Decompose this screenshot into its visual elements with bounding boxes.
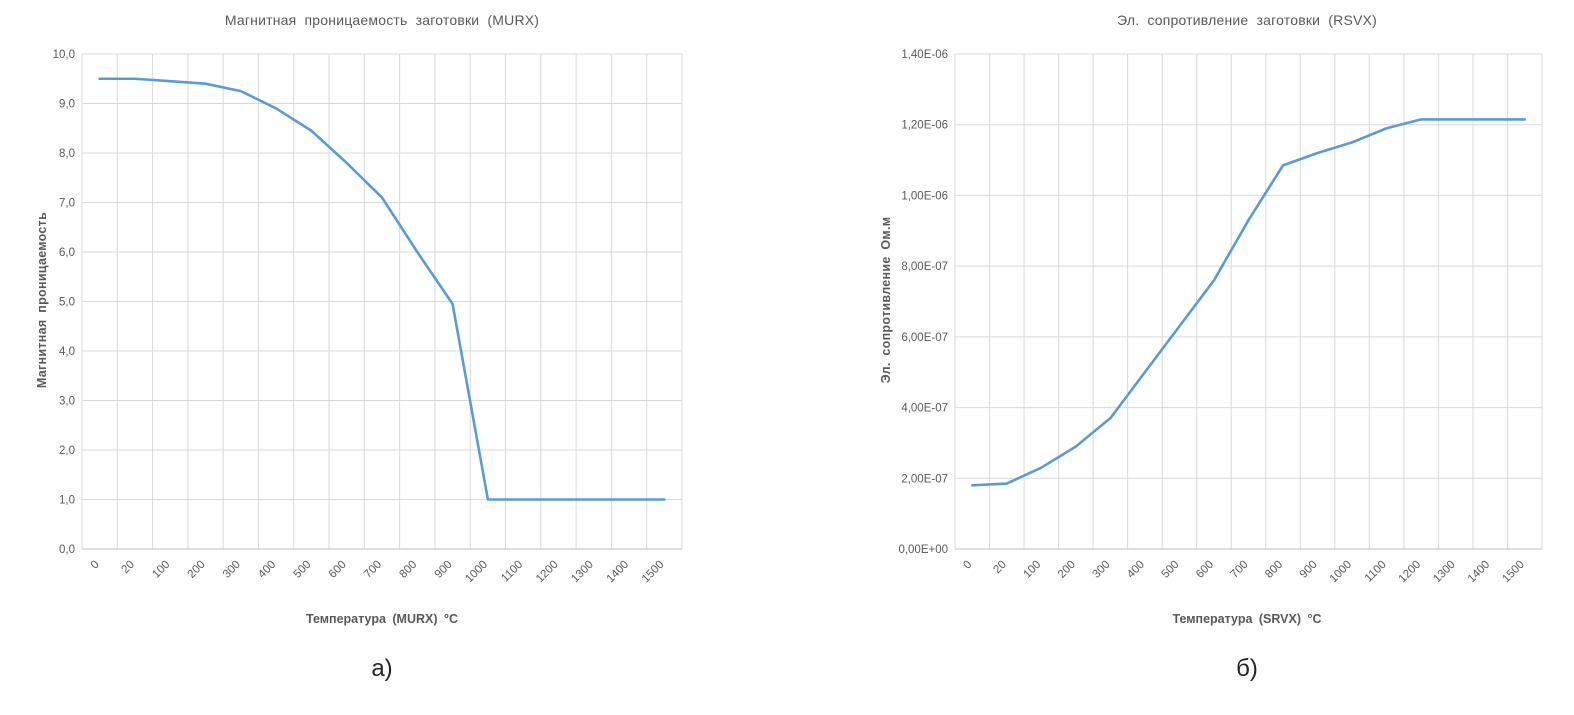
caption-a: а) xyxy=(371,655,393,682)
x-tick-label: 900 xyxy=(433,559,455,581)
y-tick-label: 1,40E-06 xyxy=(901,49,948,61)
x-tick-label: 1100 xyxy=(1363,559,1389,585)
y-tick-label: 7,0 xyxy=(59,198,75,210)
rsvx-chart: Эл. сопротивление заготовки (RSVX) Эл. с… xyxy=(860,0,1560,715)
x-tick-label: 800 xyxy=(397,559,419,581)
x-tick-label: 200 xyxy=(1056,559,1078,581)
x-tick-label: 100 xyxy=(150,559,172,581)
chart-title-rsvx: Эл. сопротивление заготовки (RSVX) xyxy=(1117,12,1377,28)
caption-b: б) xyxy=(1236,655,1258,682)
y-tick-label: 9,0 xyxy=(59,99,75,111)
series-line xyxy=(98,77,666,501)
y-tick-label: 10,0 xyxy=(53,49,75,61)
x-tick-label: 1500 xyxy=(1500,559,1527,586)
x-tick-label: 1200 xyxy=(1397,559,1424,586)
x-tick-label: 1400 xyxy=(605,559,632,586)
y-tick-label: 6,0 xyxy=(59,247,75,259)
x-axis-title-rsvx: Температура (SRVX) °C xyxy=(1172,612,1322,626)
x-tick-label: 0 xyxy=(89,559,102,572)
y-tick-label: 1,0 xyxy=(59,495,75,507)
y-tick-label: 4,00E-07 xyxy=(901,403,948,415)
x-tick-label: 800 xyxy=(1263,559,1285,581)
x-tick-label: 1000 xyxy=(1328,559,1355,586)
x-tick-label: 700 xyxy=(362,559,384,581)
x-tick-label: 1100 xyxy=(499,559,525,585)
rsvx-plot-area: 0,00E+00 2,00E-07 4,00E-07 6,00E-07 8,00E-07… xyxy=(898,49,1543,586)
murx-plot-area: 0,0 1,0 2,0 3,0 4,0 5,0 6,0 7,0 8,0 9,0 10,0 0 20 100… xyxy=(53,49,683,586)
x-tick-label: 600 xyxy=(1194,559,1216,581)
x-tick-label: 600 xyxy=(327,559,349,581)
y-tick-label: 1,00E-06 xyxy=(901,190,948,202)
x-tick-label: 0 xyxy=(961,559,974,572)
x-tick-label: 900 xyxy=(1298,559,1320,581)
x-tick-label: 1300 xyxy=(1431,559,1458,586)
y-tick-label: 5,0 xyxy=(59,297,75,309)
x-tick-label: 500 xyxy=(1160,559,1182,581)
x-tick-label: 400 xyxy=(1125,559,1147,581)
murx-chart: Магнитная проницаемость заготовки (MURX)… xyxy=(20,0,720,715)
x-axis-title-murx: Температура (MURX) °C xyxy=(305,612,459,626)
series-line xyxy=(970,118,1527,487)
y-tick-label: 1,20E-06 xyxy=(901,120,948,132)
y-tick-label: 2,0 xyxy=(59,445,75,457)
x-tick-label: 20 xyxy=(991,559,1009,577)
x-tick-label: 300 xyxy=(221,559,243,581)
y-tick-label: 8,0 xyxy=(59,148,75,160)
y-tick-label: 8,00E-07 xyxy=(901,261,948,273)
y-tick-label: 4,0 xyxy=(59,346,75,358)
x-tick-label: 400 xyxy=(256,559,278,581)
y-tick-label: 3,0 xyxy=(59,396,75,408)
x-tick-label: 700 xyxy=(1229,559,1251,581)
x-tick-label: 1200 xyxy=(534,559,561,586)
x-tick-label: 200 xyxy=(186,559,208,581)
y-tick-label: 0,00E+00 xyxy=(898,544,948,556)
x-tick-label: 100 xyxy=(1021,559,1043,581)
x-tick-label: 1000 xyxy=(463,559,490,586)
y-tick-label: 6,00E-07 xyxy=(901,332,948,344)
x-tick-label: 500 xyxy=(291,559,313,581)
y-tick-label: 2,00E-07 xyxy=(901,473,948,485)
y-tick-label: 0,0 xyxy=(59,544,75,556)
x-tick-label: 300 xyxy=(1090,559,1112,581)
x-tick-label: 20 xyxy=(120,559,138,577)
x-tick-label: 1300 xyxy=(569,559,596,586)
x-tick-label: 1500 xyxy=(640,559,667,586)
chart-title-murx: Магнитная проницаемость заготовки (MURX) xyxy=(224,12,540,28)
x-tick-label: 1400 xyxy=(1466,559,1493,586)
